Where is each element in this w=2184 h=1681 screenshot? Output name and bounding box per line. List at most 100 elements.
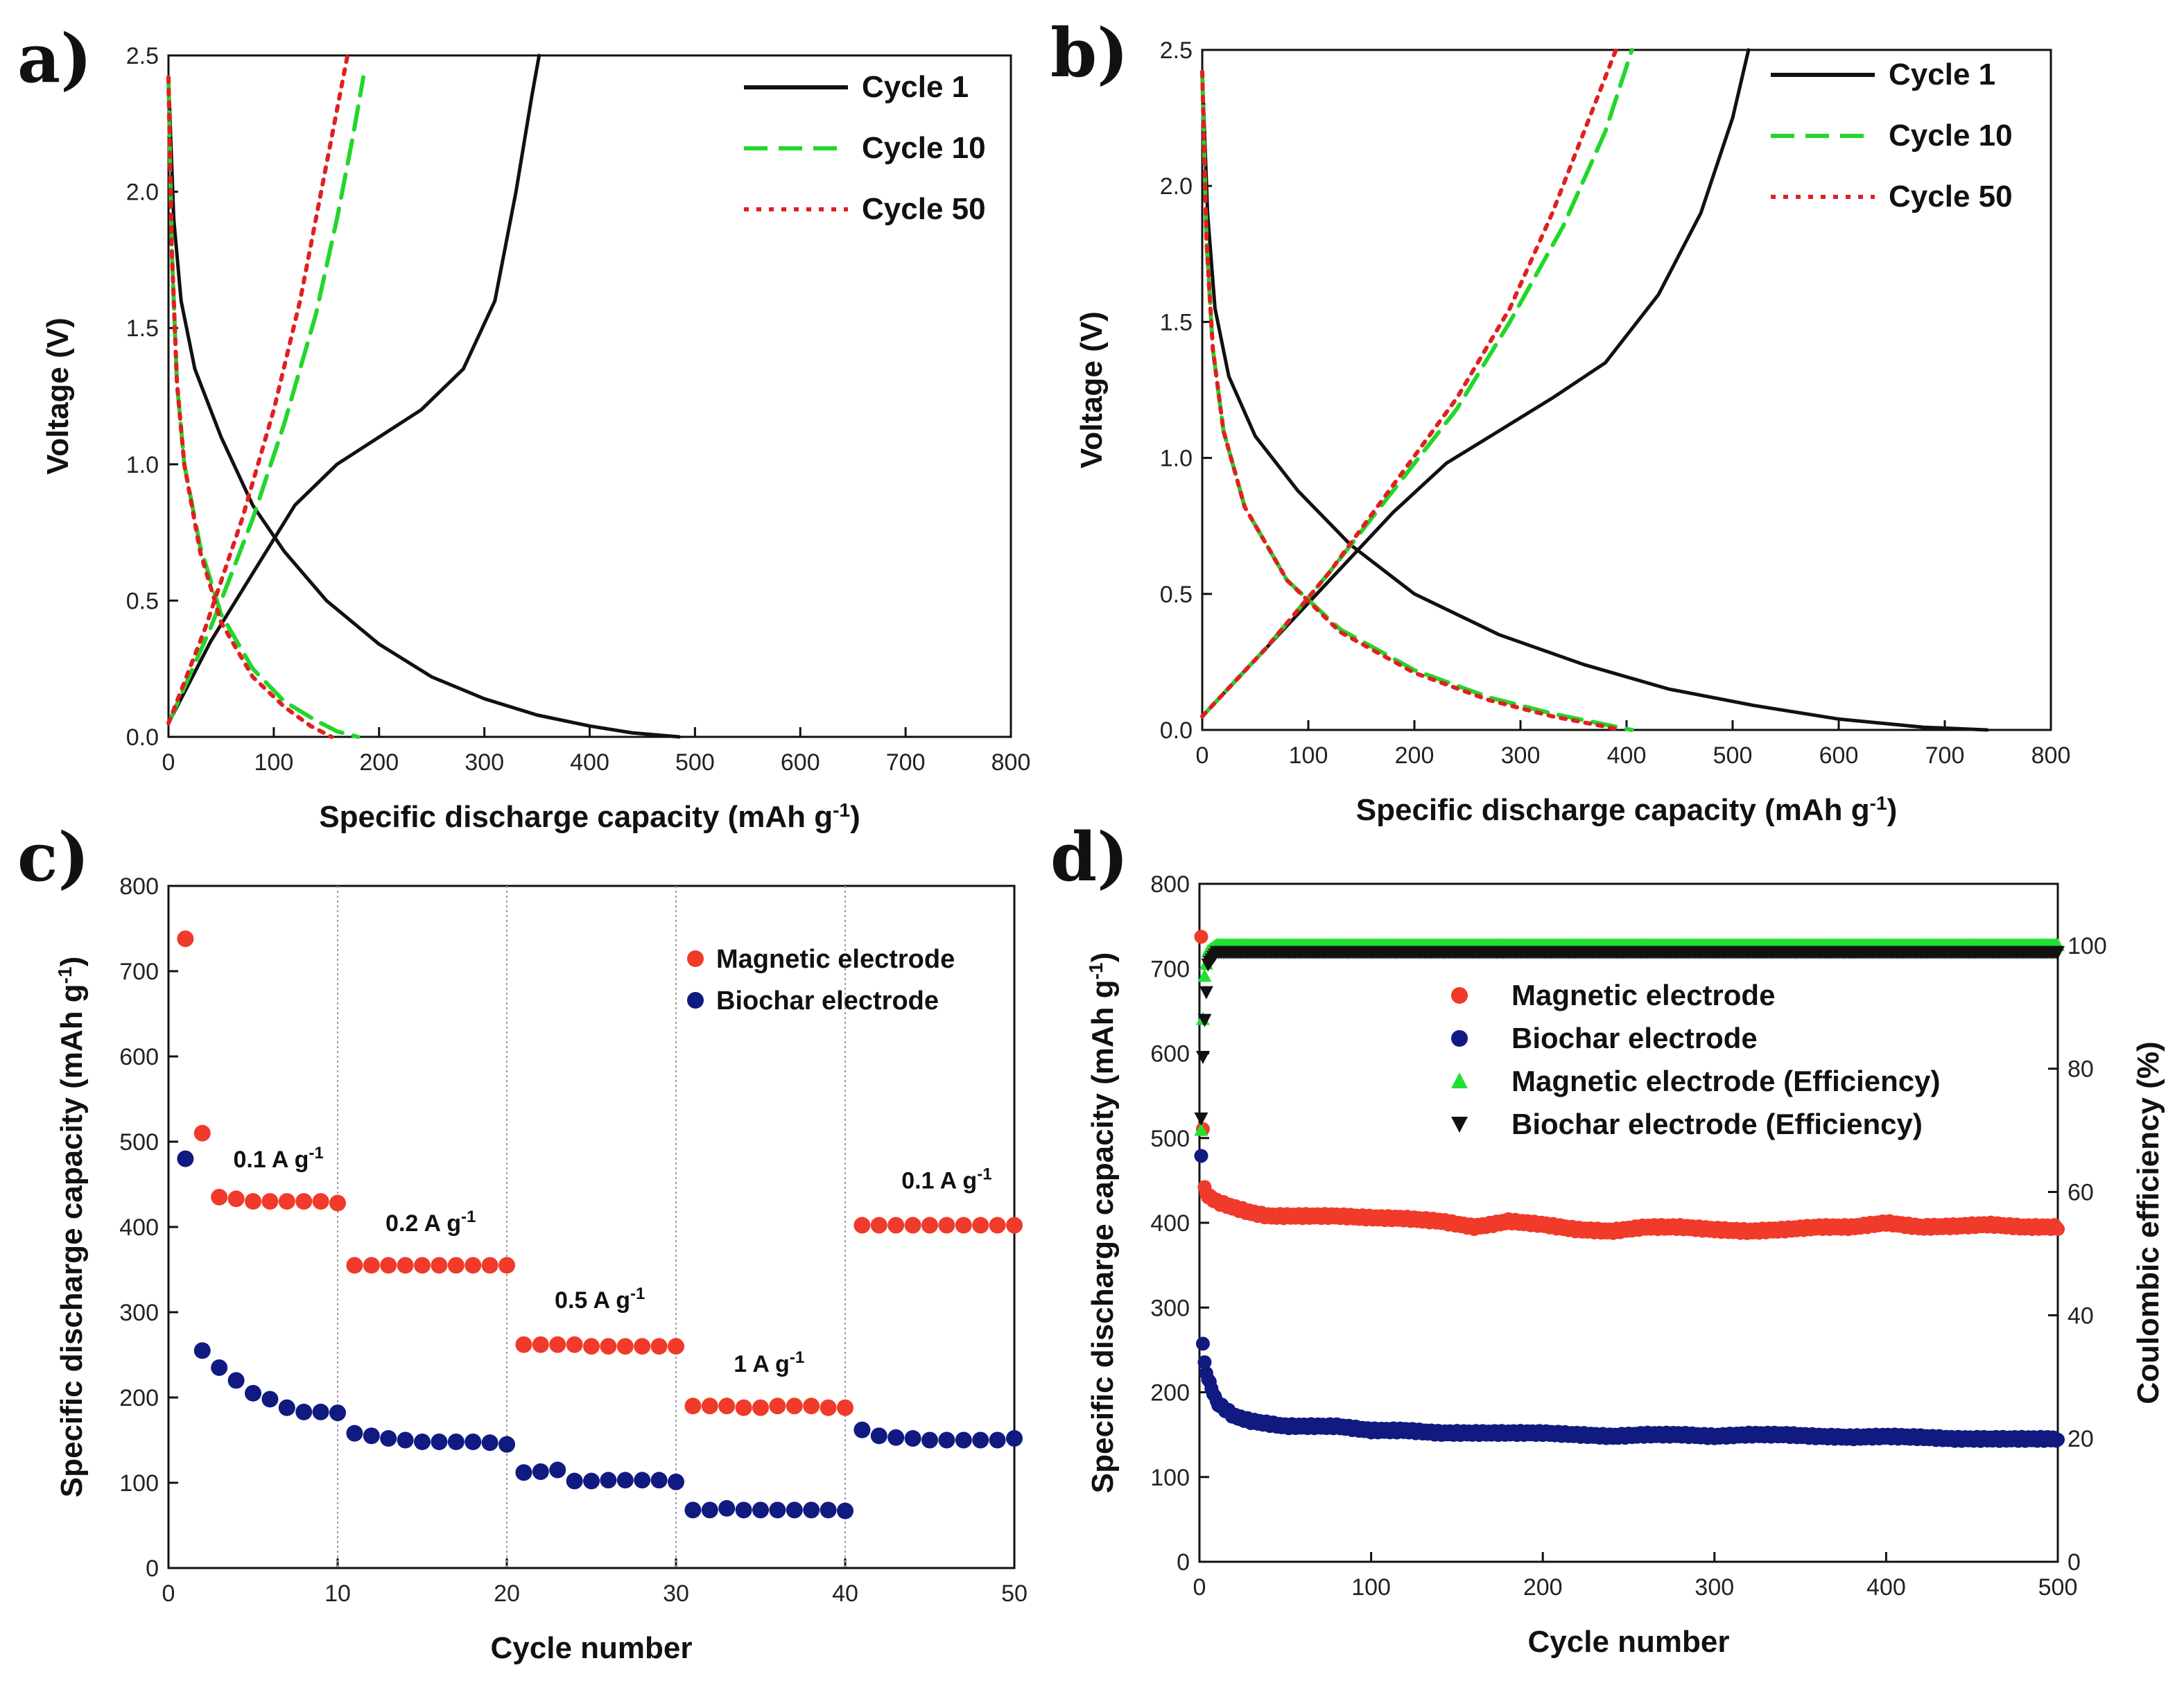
data-point-biochar [532, 1463, 549, 1481]
data-point-magnetic [786, 1397, 803, 1415]
y-tick-label: 2.0 [1160, 173, 1193, 200]
panel-c: c)0 10 20 30 40 500100200300400500600700800Cy… [17, 818, 1028, 1665]
curve-cycle-10-charge [1200, 48, 1634, 719]
legend-marker [1451, 1072, 1468, 1088]
y-tick-label: 400 [119, 1214, 159, 1241]
data-point-magnetic [346, 1257, 363, 1274]
data-point-biochar [447, 1433, 465, 1450]
legend-entry: Magnetic electrode (Efficiency) [1511, 1065, 1941, 1097]
x-tick-label: 10 [324, 1580, 351, 1607]
y-tick-label: 500 [119, 1129, 159, 1156]
curve-cycle-1-charge [166, 53, 541, 725]
data-point-magnetic [820, 1399, 837, 1416]
data-point-biochar [566, 1472, 583, 1490]
data-point-biochar [820, 1501, 837, 1519]
y-tick-label: 100 [119, 1470, 159, 1497]
data-point-biochar [616, 1472, 634, 1489]
data-point-biochar [481, 1434, 499, 1452]
data-point-biochar [870, 1427, 887, 1445]
rate-label: 0.2 A g-1 [385, 1208, 476, 1237]
data-point-magnetic [447, 1257, 465, 1274]
panel-label: d) [1050, 818, 1129, 896]
data-point-magnetic [380, 1257, 397, 1274]
curve-cycle-50-discharge [1200, 69, 1624, 732]
y-tick-label: 800 [119, 873, 159, 900]
data-point-biochar [668, 1473, 684, 1490]
curve-cycle-50-charge [166, 53, 350, 726]
y-tick-label: 0.0 [1160, 717, 1193, 744]
curve-cycle-1-discharge [166, 76, 682, 739]
data-point-magnetic [499, 1257, 515, 1274]
data-point-magnetic [431, 1257, 448, 1274]
data-point-biochar [972, 1431, 989, 1449]
legend-entry: Magnetic electrode [716, 945, 955, 974]
curve-cycle-1-charge [1200, 48, 1751, 718]
y-tick-label: 200 [119, 1385, 159, 1411]
data-point-magnetic [1006, 1217, 1023, 1234]
legend-marker [1451, 1117, 1468, 1133]
data-point-magnetic [312, 1193, 329, 1210]
x-tick-label: 700 [886, 749, 926, 776]
data-point-biochar [853, 1421, 871, 1438]
data-point-biochar [397, 1431, 414, 1449]
data-point-magnetic [870, 1217, 887, 1234]
data-point-magnetic [177, 930, 194, 948]
legend-entry: Biochar electrode (Efficiency) [1511, 1108, 1923, 1140]
y-tick-label: 100 [1150, 1465, 1190, 1491]
panel-label: a) [17, 19, 92, 98]
data-point-biochar [752, 1501, 769, 1519]
data-point-biochar [701, 1501, 718, 1519]
data-point-biochar [295, 1403, 313, 1420]
x-axis-label: Cycle number [1528, 1625, 1730, 1659]
data-point-magnetic [515, 1336, 532, 1353]
data-point-magnetic [972, 1217, 989, 1234]
data-point-magnetic [938, 1217, 955, 1234]
data-point-biochar [904, 1430, 921, 1447]
x-tick-label: 40 [832, 1580, 858, 1607]
y-tick-label: 0.0 [126, 724, 159, 751]
legend-marker [687, 992, 704, 1009]
x-tick-label: 400 [1607, 742, 1647, 769]
data-point-biochar [837, 1502, 853, 1519]
y-tick-label: 600 [1150, 1041, 1190, 1068]
x-tick-label: 100 [254, 749, 294, 776]
data-point-biochar [431, 1433, 448, 1450]
data-point-biochar [684, 1501, 702, 1519]
legend-entry: Biochar electrode [1511, 1022, 1758, 1054]
data-point-magnetic [887, 1217, 905, 1234]
x-tick-label: 400 [570, 749, 609, 776]
x-tick-label: 0 [162, 749, 175, 776]
data-point-magnetic [532, 1336, 549, 1353]
y2-tick-label: 60 [2068, 1180, 2094, 1206]
data-point-biochar [1197, 1355, 1212, 1370]
data-point-magnetic [803, 1397, 820, 1415]
rate-label: 0.5 A g-1 [555, 1284, 645, 1314]
efficiency-point-biochar [1197, 1013, 1212, 1027]
data-point-magnetic [921, 1217, 938, 1234]
y-tick-label: 0 [1177, 1549, 1190, 1576]
efficiency-point-biochar [1199, 986, 1213, 1000]
x-tick-label: 300 [1695, 1574, 1734, 1601]
y2-axis-label: Coulombic efficiency (%) [2131, 1041, 2165, 1404]
curve-cycle-1-discharge [1200, 69, 1989, 732]
data-point-biochar [515, 1464, 532, 1481]
data-point-biochar [261, 1391, 279, 1408]
data-point-magnetic [735, 1399, 752, 1416]
data-point-biochar [414, 1433, 431, 1450]
data-point-magnetic [566, 1336, 583, 1353]
y2-tick-label: 80 [2068, 1056, 2094, 1083]
legend-entry: Magnetic electrode [1511, 979, 1775, 1011]
x-tick-label: 700 [1925, 742, 1965, 769]
y-tick-label: 300 [1150, 1295, 1190, 1321]
x-axis-label: Cycle number [491, 1631, 693, 1665]
data-point-magnetic [701, 1397, 718, 1415]
data-point-biochar [312, 1403, 329, 1420]
y-tick-label: 200 [1150, 1380, 1190, 1406]
x-tick-label: 0 [1193, 1574, 1206, 1601]
x-axis-label: Specific discharge capacity (mAh g-1) [319, 799, 860, 835]
data-point-biochar [583, 1472, 600, 1490]
panel-d: d)0 100 200 300 400 5000100200300400500600700… [1050, 818, 2165, 1659]
y-tick-label: 2.5 [126, 43, 159, 69]
data-point-biochar [955, 1431, 972, 1449]
data-point-magnetic [853, 1217, 871, 1234]
